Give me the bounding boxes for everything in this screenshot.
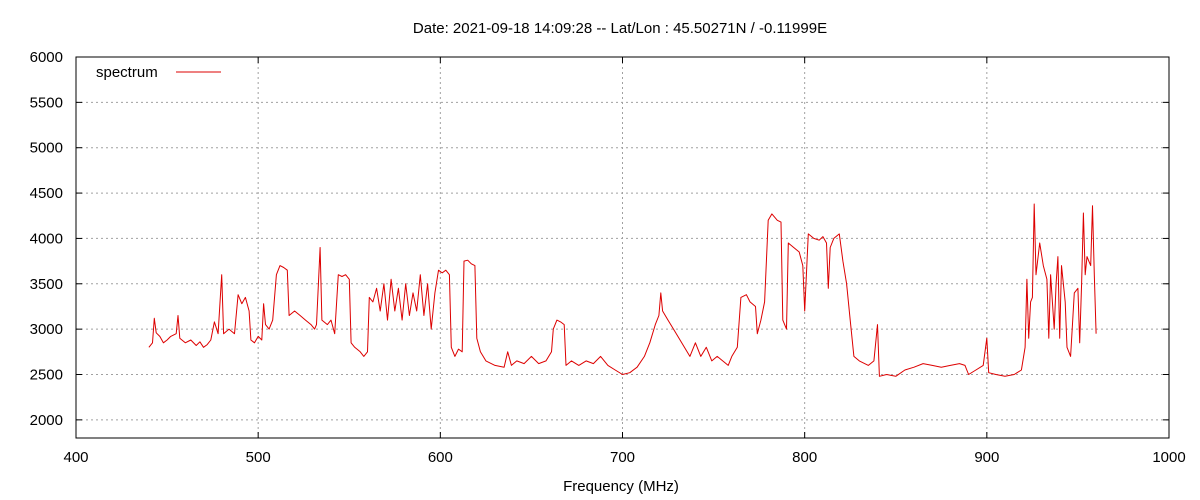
y-tick-label: 6000: [30, 49, 63, 66]
series-line-spectrum: [148, 203, 1097, 377]
ticks-layer: 400 500 600 700 800 900 1000 2000 2500 3000 3500 40…: [30, 49, 1186, 466]
x-tick-label: 400: [63, 449, 88, 466]
x-tick-label: 700: [610, 449, 635, 466]
x-tick-label: 500: [246, 449, 271, 466]
y-tick-label: 4500: [30, 185, 63, 202]
grid-layer: [76, 57, 1169, 438]
y-tick-label: 4000: [30, 230, 63, 247]
x-tick-label: 900: [974, 449, 999, 466]
legend-label: spectrum: [96, 64, 158, 81]
y-tick-label: 2000: [30, 412, 63, 429]
y-tick-label: 5500: [30, 94, 63, 111]
series-layer: [148, 203, 1097, 377]
legend: spectrum: [96, 64, 221, 81]
y-tick-label: 2500: [30, 367, 63, 384]
y-tick-label: 3500: [30, 276, 63, 293]
x-tick-label: 1000: [1152, 449, 1185, 466]
chart-title: Date: 2021-09-18 14:09:28 -- Lat/Lon : 4…: [413, 20, 827, 37]
x-axis-label: Frequency (MHz): [563, 478, 679, 495]
x-tick-label: 600: [428, 449, 453, 466]
x-tick-label: 800: [792, 449, 817, 466]
y-tick-label: 3000: [30, 321, 63, 338]
y-tick-label: 5000: [30, 140, 63, 157]
plot-frame: [75, 56, 1170, 439]
